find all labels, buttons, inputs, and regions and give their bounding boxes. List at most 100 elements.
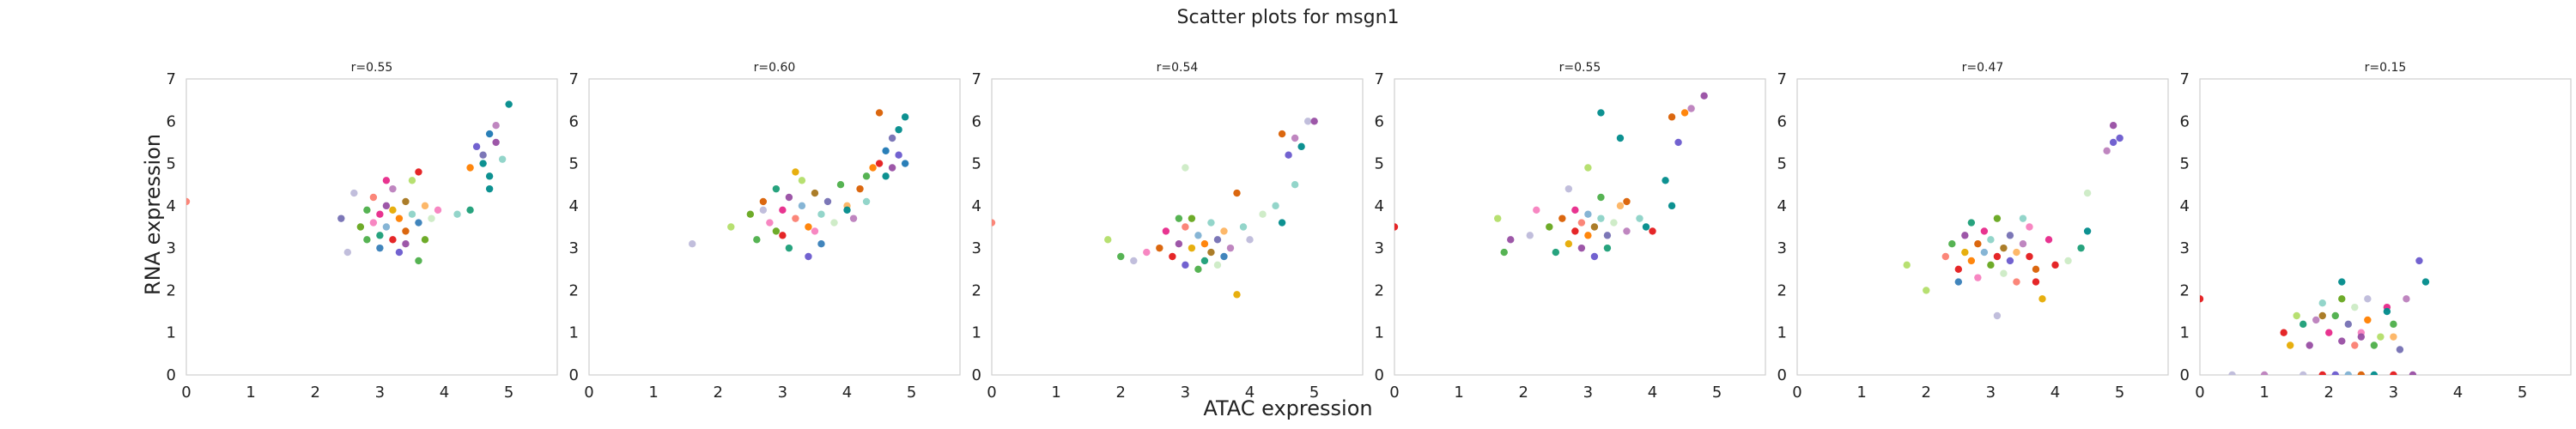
scatter-point: [505, 100, 513, 108]
x-tick-label: 5: [1712, 384, 1722, 402]
scatter-point: [1584, 210, 1592, 218]
x-tick-label: 5: [907, 384, 916, 402]
scatter-point: [1394, 223, 1399, 231]
scatter-point: [2421, 278, 2430, 286]
y-tick-label: 4: [2180, 197, 2190, 215]
y-tick-label: 1: [972, 324, 981, 342]
scatter-point: [2006, 232, 2014, 239]
scatter-point: [1182, 261, 1189, 269]
scatter-point: [830, 219, 838, 227]
scatter-point: [2318, 371, 2326, 375]
y-tick-label: 2: [569, 281, 579, 299]
scatter-point: [415, 219, 422, 227]
y-tick-label: 2: [1375, 281, 1384, 299]
scatter-point: [2013, 248, 2020, 257]
scatter-point: [901, 113, 909, 121]
y-tick-label: 2: [2180, 281, 2190, 299]
scatter-point: [1668, 202, 1676, 210]
scatter-point: [2044, 236, 2053, 244]
x-tick-label: 3: [778, 384, 787, 402]
scatter-points: [186, 100, 513, 265]
scatter-points: [689, 109, 909, 261]
scatter-point: [402, 240, 410, 248]
scatter-point: [2019, 240, 2027, 248]
y-tick-label: 3: [167, 239, 176, 257]
scatter-point: [888, 164, 896, 172]
scatter-point: [1623, 227, 1631, 235]
scatter-point: [811, 189, 819, 197]
y-tick-label: 5: [167, 155, 176, 173]
scatter-point: [2013, 278, 2020, 286]
scatter-point: [2364, 295, 2372, 303]
scatter-point: [2331, 311, 2339, 320]
scatter-point: [882, 172, 890, 180]
scatter-point: [402, 227, 410, 235]
y-tick-label: 1: [1777, 324, 1787, 342]
scatter-point: [1200, 240, 1209, 248]
x-axis-label: ATAC expression: [1203, 396, 1372, 420]
scatter-point: [466, 206, 474, 214]
scatter-point: [363, 236, 371, 244]
y-tick-label: 4: [1375, 197, 1384, 215]
scatter-point: [2293, 311, 2300, 320]
y-tick-label: 6: [972, 112, 981, 130]
scatter-point: [875, 160, 884, 167]
scatter-point: [823, 197, 832, 206]
scatter-point: [753, 236, 761, 244]
scatter-point: [1533, 206, 1540, 214]
x-tick-label: 3: [375, 384, 385, 402]
scatter-point: [1597, 109, 1605, 117]
y-tick-label: 3: [2180, 239, 2190, 257]
scatter-point: [479, 160, 487, 167]
x-tick-label: 5: [1309, 384, 1319, 402]
scatter-point: [1182, 223, 1189, 231]
scatter-point: [1194, 265, 1202, 273]
scatter-point: [369, 193, 378, 202]
scatter-point: [1603, 232, 1612, 239]
scatter-point: [1526, 232, 1534, 239]
scatter-point: [428, 214, 435, 222]
scatter-point: [2200, 295, 2204, 303]
y-tick-label: 5: [972, 155, 981, 173]
y-tick-label: 6: [1375, 112, 1384, 130]
scatter-point: [901, 160, 909, 167]
scatter-point: [1272, 202, 1279, 210]
scatter-point: [1278, 130, 1286, 138]
scatter-point: [843, 206, 851, 214]
scatter-point: [2026, 223, 2033, 231]
scatter-point: [1303, 118, 1312, 125]
scatter-point: [2026, 252, 2033, 261]
scatter-point: [1310, 118, 1318, 125]
scatter-point: [1213, 261, 1222, 269]
scatter-point: [1993, 214, 2002, 222]
panel-title: r=0.47: [1962, 61, 2004, 75]
x-tick-label: 4: [842, 384, 852, 402]
scatter-point: [759, 206, 768, 214]
scatter-point: [1590, 223, 1599, 231]
scatter-point: [1649, 227, 1656, 235]
scatter-point: [337, 214, 345, 222]
scatter-point: [1104, 236, 1112, 244]
scatter-point: [2032, 265, 2040, 273]
scatter-point: [2032, 278, 2040, 286]
y-tick-label: 0: [972, 366, 981, 384]
scatter-point: [415, 168, 422, 176]
scatter-point: [869, 164, 877, 172]
scatter-point: [421, 202, 429, 210]
scatter-point: [1948, 240, 1956, 248]
y-tick-label: 4: [167, 197, 176, 215]
x-tick-label: 5: [2518, 384, 2527, 402]
scatter-point: [1552, 248, 1560, 257]
scatter-point: [2325, 329, 2333, 336]
scatter-panel-6: r=0.15 0 1 2 3 4 5 0 1 2 3 4 5 6 7: [2180, 61, 2572, 402]
scatter-point: [1662, 177, 1669, 184]
scatter-point: [1182, 164, 1189, 172]
scatter-point: [2318, 311, 2326, 320]
scatter-point: [1571, 227, 1579, 235]
scatter-point: [343, 248, 352, 257]
scatter-panel-3: r=0.54 0 1 2 3 4 5 0 1 2 3 4 5 6 7: [972, 61, 1364, 402]
scatter-point: [2364, 316, 2372, 324]
y-tick-label: 7: [569, 70, 579, 88]
x-tick-label: 1: [648, 384, 658, 402]
scatter-point: [1980, 227, 1989, 235]
